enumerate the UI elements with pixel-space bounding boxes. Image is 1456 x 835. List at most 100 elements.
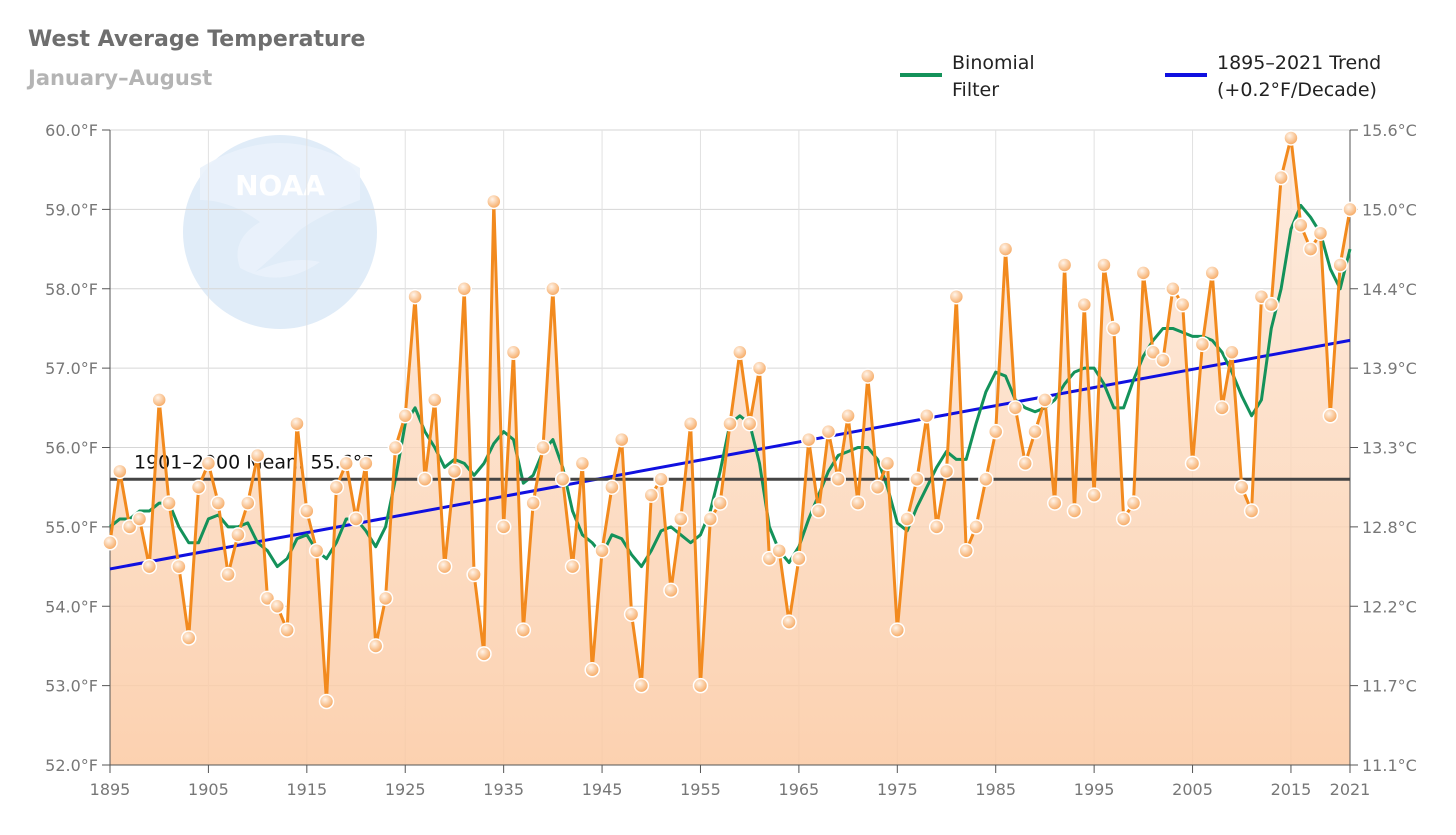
data-point (210, 495, 227, 511)
data-point (741, 415, 758, 432)
data-point (240, 495, 256, 511)
data-point (1233, 479, 1250, 495)
data-point (1076, 296, 1093, 313)
x-tick-label: 1985 (975, 780, 1016, 799)
data-point (928, 519, 945, 535)
data-point (574, 455, 591, 472)
y-tick-label-left: 58.0°F (45, 280, 98, 299)
y-tick-label-left: 55.0°F (45, 518, 98, 537)
data-point (151, 392, 167, 408)
mean-line: 1901–2000 Mean: 55.6°F (110, 451, 1350, 481)
data-point (535, 439, 551, 456)
data-point (299, 503, 315, 519)
data-point (1293, 217, 1309, 233)
temperature-points (102, 130, 1358, 710)
data-point (486, 193, 502, 210)
data-point (1243, 503, 1260, 519)
x-tick-label: 1975 (877, 780, 918, 799)
data-point (948, 288, 965, 305)
data-point (456, 281, 473, 297)
data-point (102, 535, 118, 551)
data-point (800, 431, 817, 448)
y-tick-label-right: 15.0°C (1362, 200, 1417, 219)
y-tick-label-left: 56.0°F (45, 439, 98, 458)
data-point (564, 558, 581, 575)
data-point (633, 677, 650, 694)
data-point (594, 542, 610, 559)
legend-item-binomial-filter[interactable]: Binomial Filter (900, 50, 1035, 104)
data-point (1115, 511, 1132, 527)
temperature-area (110, 137, 1350, 765)
data-point (338, 455, 354, 472)
data-point (1056, 257, 1073, 273)
data-point (673, 511, 689, 527)
x-tick-label: 1915 (286, 780, 327, 799)
data-point (1302, 241, 1319, 257)
x-tick-label: 1965 (779, 780, 820, 799)
data-point (958, 542, 974, 559)
data-point (791, 550, 807, 567)
data-point (889, 622, 906, 638)
y-tick-label-right: 15.6°C (1362, 121, 1417, 140)
data-point (702, 511, 719, 527)
data-point (505, 344, 522, 360)
data-point (712, 495, 728, 511)
data-point (141, 558, 158, 575)
data-point (348, 511, 364, 527)
data-point (1322, 408, 1339, 424)
data-point (1273, 169, 1289, 186)
y-tick-label-left: 59.0°F (45, 200, 98, 219)
data-point (171, 558, 187, 575)
data-point (604, 479, 620, 495)
data-point (840, 408, 856, 424)
legend-swatch-binomial-filter (900, 73, 942, 77)
data-point (1096, 257, 1112, 273)
data-point (1017, 455, 1033, 472)
data-point (879, 455, 896, 472)
data-point (1106, 320, 1122, 337)
y-tick-label-left: 52.0°F (45, 756, 98, 775)
y-tick-label-right: 13.3°C (1362, 439, 1417, 458)
data-point (1155, 352, 1171, 368)
data-point (397, 408, 413, 424)
data-point (1332, 257, 1348, 273)
x-tick-label: 1925 (385, 780, 426, 799)
x-tick-label: 1895 (90, 780, 131, 799)
noaa-logo-gull (200, 143, 360, 278)
data-point (269, 598, 286, 614)
data-point (869, 479, 886, 495)
data-point (1135, 265, 1152, 281)
trend-line-path (109, 338, 1351, 571)
data-point (515, 622, 532, 638)
y-tick-label-right: 11.1°C (1362, 756, 1417, 775)
data-point (417, 471, 433, 487)
y-tick-label-left: 60.0°F (45, 121, 98, 140)
data-point (220, 566, 236, 583)
data-point (1165, 281, 1181, 297)
data-point (200, 455, 217, 472)
data-point (909, 471, 925, 487)
data-point (997, 241, 1014, 257)
data-point (919, 408, 935, 424)
data-point (692, 677, 709, 694)
data-point (1204, 265, 1220, 281)
data-point (525, 495, 541, 511)
data-point (663, 582, 679, 599)
data-point (987, 423, 1004, 440)
data-point (682, 415, 699, 432)
data-point (1312, 225, 1329, 241)
data-point (554, 471, 571, 487)
x-tick-label: 2015 (1271, 780, 1312, 799)
data-point (190, 479, 207, 495)
chart-subtitle: January–August (28, 66, 213, 90)
data-point (377, 590, 394, 607)
legend-item-trend[interactable]: 1895–2021 Trend (+0.2°F/Decade) (1165, 50, 1381, 104)
x-tick-label: 1905 (188, 780, 229, 799)
y-tick-label-right: 13.9°C (1362, 359, 1417, 378)
data-point (466, 566, 482, 583)
noaa-logo: NOAA (183, 135, 377, 329)
data-point (495, 519, 512, 535)
data-point (1027, 423, 1043, 440)
data-point (1047, 495, 1063, 511)
data-point (899, 511, 915, 527)
